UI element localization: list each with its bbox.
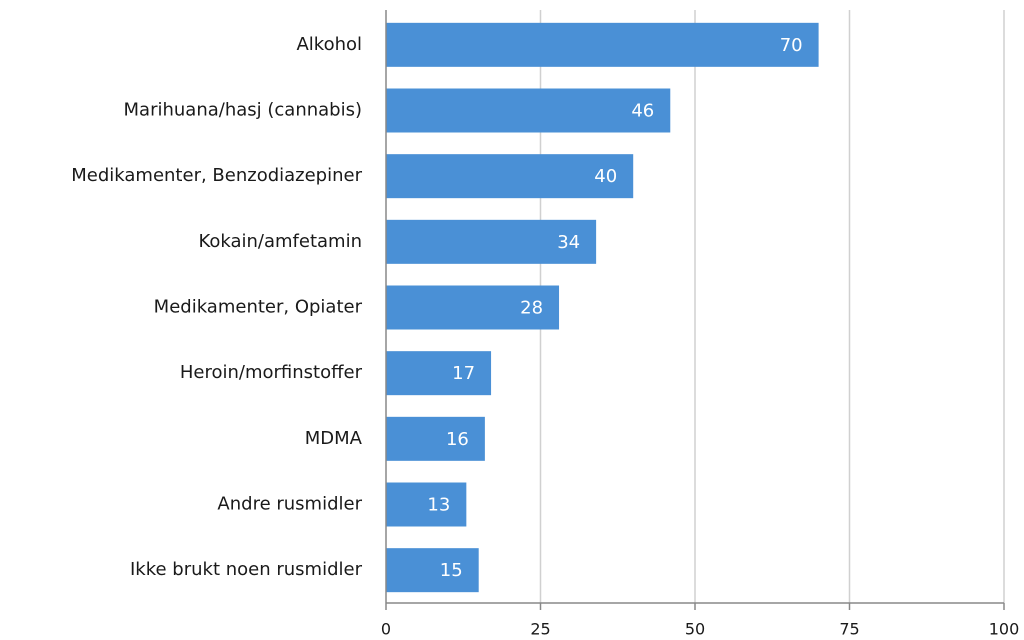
x-tick-label: 0 bbox=[381, 620, 391, 639]
bar bbox=[386, 154, 634, 199]
y-tick-label: Alkohol bbox=[296, 34, 362, 55]
value-label: 34 bbox=[557, 232, 580, 253]
x-tick-label: 75 bbox=[839, 620, 859, 639]
y-tick-label: Andre rusmidler bbox=[217, 494, 362, 515]
bar bbox=[386, 482, 467, 527]
y-tick-label: Ikke brukt noen rusmidler bbox=[130, 559, 363, 580]
value-label: 17 bbox=[452, 363, 475, 384]
y-tick-label: Medikamenter, Opiater bbox=[154, 297, 363, 318]
value-label: 13 bbox=[427, 495, 450, 516]
y-tick-label: Kokain/amfetamin bbox=[198, 231, 362, 252]
x-tick-label: 50 bbox=[685, 620, 705, 639]
bar bbox=[386, 548, 479, 593]
bar bbox=[386, 22, 819, 67]
bar bbox=[386, 416, 485, 461]
bar bbox=[386, 88, 671, 133]
y-tick-label: MDMA bbox=[305, 428, 363, 449]
value-label: 70 bbox=[780, 35, 803, 56]
value-label: 15 bbox=[440, 560, 463, 581]
bar bbox=[386, 219, 597, 264]
x-tick-label: 100 bbox=[989, 620, 1020, 639]
value-label: 28 bbox=[520, 298, 543, 319]
bar bbox=[386, 351, 492, 396]
y-tick-label: Marihuana/hasj (cannabis) bbox=[124, 100, 362, 121]
value-label: 46 bbox=[631, 101, 654, 122]
value-label: 16 bbox=[446, 429, 469, 450]
bar bbox=[386, 285, 560, 330]
value-label: 40 bbox=[594, 166, 617, 187]
y-tick-label: Medikamenter, Benzodiazepiner bbox=[71, 165, 362, 186]
x-tick-label: 25 bbox=[530, 620, 550, 639]
y-tick-label: Heroin/morfinstoffer bbox=[180, 362, 363, 383]
